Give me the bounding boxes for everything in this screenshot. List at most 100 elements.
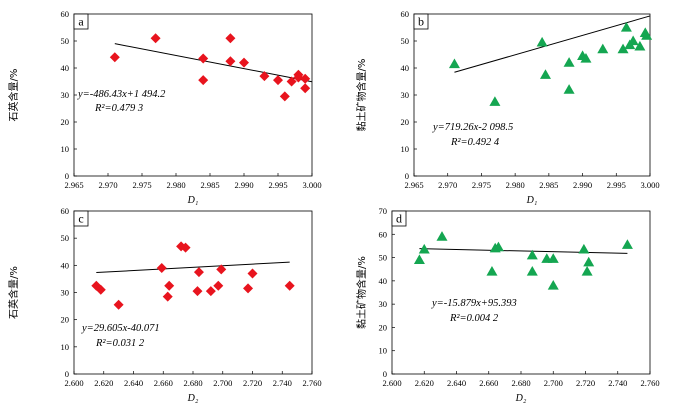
y-tick-label: 30 <box>61 288 70 298</box>
y-tick-label: 0 <box>383 369 387 379</box>
data-point <box>547 253 559 263</box>
y-tick-label: 30 <box>379 299 388 309</box>
data-point <box>583 256 595 267</box>
y-tick-label: 10 <box>401 144 410 154</box>
x-tick-label: 2.680 <box>511 378 530 388</box>
fit-equation: y=-15.879x+95.393 <box>431 298 517 309</box>
data-point <box>259 71 270 82</box>
x-tick-label: 2.660 <box>154 378 173 388</box>
plot-frame <box>391 210 651 375</box>
y-tick-label: 40 <box>379 276 388 286</box>
chart-panel-d: 2.600 2.620 2.640 2.660 2.680 2.700 2.720 2.740… <box>355 206 660 404</box>
x-tick-label: 2.965 <box>404 180 423 190</box>
y-tick-label: 20 <box>61 315 70 325</box>
data-point <box>492 241 504 252</box>
data-point <box>198 75 209 86</box>
plot-frame <box>413 13 651 177</box>
data-point <box>286 76 297 87</box>
data-point <box>526 249 538 260</box>
y-tick-label: 70 <box>379 206 388 216</box>
x-tick-label: 2.600 <box>64 378 83 388</box>
data-point <box>109 52 120 63</box>
x-tick-label: 3.000 <box>640 180 659 190</box>
data-point <box>448 58 460 69</box>
panel-letter-box <box>413 13 429 30</box>
x-tick-label: 2.995 <box>607 180 626 190</box>
y-tick-label: 60 <box>379 229 388 239</box>
y-axis-label: 石英含量/% <box>7 69 20 122</box>
data-point <box>620 22 632 32</box>
fit-equation: y=29.605x-40.071 <box>81 323 160 334</box>
data-point <box>526 266 538 276</box>
panel-letter-box <box>391 210 407 227</box>
y-axis-label: 黏土矿物含量/% <box>355 59 368 132</box>
x-tick-label: 2.980 <box>166 180 185 190</box>
x-tick-label: 2.660 <box>479 378 498 388</box>
x-tick-label: 2.620 <box>415 378 434 388</box>
data-point <box>300 73 311 84</box>
data-point <box>198 53 209 64</box>
data-point <box>486 266 498 276</box>
panel-letter: d <box>396 212 402 226</box>
x-tick-label: 2.975 <box>132 180 151 190</box>
y-tick-label: 10 <box>379 346 388 356</box>
y-tick-label: 50 <box>61 233 70 243</box>
data-point <box>436 231 448 241</box>
panel-letter: c <box>78 212 83 226</box>
data-point <box>597 43 609 54</box>
x-axis-label: D₂ <box>515 393 527 404</box>
y-tick-label: 60 <box>401 9 410 19</box>
data-point <box>563 57 575 67</box>
data-point <box>192 286 203 297</box>
data-point <box>193 267 204 278</box>
x-tick-label: 2.965 <box>64 180 83 190</box>
data-point <box>578 243 590 254</box>
x-tick-label: 2.760 <box>640 378 659 388</box>
x-tick-label: 2.985 <box>539 180 558 190</box>
x-tick-label: 2.700 <box>213 378 232 388</box>
y-axis-label: 石英含量/% <box>7 266 20 319</box>
y-tick-label: 0 <box>65 171 69 181</box>
data-point <box>247 268 258 279</box>
chart-panel-b: 2.965 2.970 2.975 2.980 2.985 2.990 2.995 3.000… <box>355 9 660 206</box>
y-tick-label: 60 <box>61 206 70 216</box>
x-tick-label: 3.000 <box>302 180 321 190</box>
x-tick-label: 2.995 <box>268 180 287 190</box>
y-tick-label: 30 <box>401 90 410 100</box>
data-point <box>205 286 216 297</box>
data-point <box>563 84 575 94</box>
y-tick-label: 10 <box>61 342 70 352</box>
chart-panel-c: 2.600 2.620 2.640 2.660 2.680 2.700 2.720 2.740… <box>7 206 322 404</box>
x-tick-label: 2.640 <box>124 378 143 388</box>
trend-line <box>114 43 313 83</box>
panel-letter: a <box>78 15 84 29</box>
data-point <box>634 40 646 51</box>
data-point <box>113 299 124 310</box>
data-point <box>225 56 236 67</box>
y-tick-label: 40 <box>61 260 70 270</box>
x-tick-label: 2.680 <box>183 378 202 388</box>
data-point <box>162 291 173 302</box>
y-tick-label: 50 <box>379 253 388 263</box>
x-tick-label: 2.720 <box>243 378 262 388</box>
fit-equation: y=-486.43x+1 494.2 <box>77 89 166 100</box>
data-point <box>621 239 633 249</box>
data-point <box>547 280 559 290</box>
panel-letter-box <box>73 210 89 227</box>
plot-frame <box>73 210 313 375</box>
y-tick-label: 20 <box>61 117 70 127</box>
data-point <box>418 243 430 254</box>
data-point <box>539 69 551 79</box>
data-point <box>627 35 639 46</box>
x-tick-label: 2.700 <box>544 378 563 388</box>
trend-line <box>419 248 628 254</box>
fit-r-squared: R²=0.479 3 <box>94 103 143 114</box>
y-tick-label: 10 <box>61 144 70 154</box>
x-tick-label: 2.980 <box>506 180 525 190</box>
trend-line <box>454 15 651 73</box>
x-tick-label: 2.740 <box>608 378 627 388</box>
chart-panel-a: 2.965 2.970 2.975 2.980 2.985 2.990 2.995 3.000… <box>7 9 322 206</box>
data-point <box>213 280 224 291</box>
data-point <box>580 53 592 63</box>
